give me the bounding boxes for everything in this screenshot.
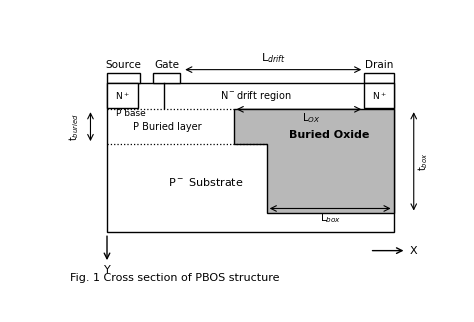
Text: t$_{buried}$: t$_{buried}$: [67, 113, 81, 141]
Bar: [107, 73, 140, 83]
Bar: [364, 73, 393, 83]
Text: L$_{box}$: L$_{box}$: [319, 211, 341, 225]
Text: Fig. 1 Cross section of PBOS structure: Fig. 1 Cross section of PBOS structure: [70, 273, 280, 283]
Text: L$_{OX}$: L$_{OX}$: [301, 111, 320, 125]
Text: Gate: Gate: [155, 60, 179, 70]
Text: Drain: Drain: [365, 60, 393, 70]
Text: P base: P base: [116, 109, 146, 118]
Text: P Buried layer: P Buried layer: [133, 122, 202, 132]
Text: N$^+$: N$^+$: [116, 90, 130, 101]
Bar: [107, 83, 393, 232]
Text: Buried Oxide: Buried Oxide: [289, 130, 369, 140]
Bar: [153, 73, 181, 83]
Text: N$^+$: N$^+$: [372, 90, 386, 101]
Text: Y: Y: [104, 265, 110, 275]
Text: Source: Source: [106, 60, 141, 70]
Bar: [107, 83, 138, 108]
Text: L$_{drift}$: L$_{drift}$: [261, 52, 286, 65]
Text: t$_{box}$: t$_{box}$: [416, 152, 430, 171]
Text: P$^-$ Substrate: P$^-$ Substrate: [168, 176, 244, 188]
Polygon shape: [234, 109, 393, 213]
Bar: [364, 83, 393, 108]
Text: N$^-$drift region: N$^-$drift region: [220, 89, 292, 103]
Text: X: X: [410, 246, 418, 256]
